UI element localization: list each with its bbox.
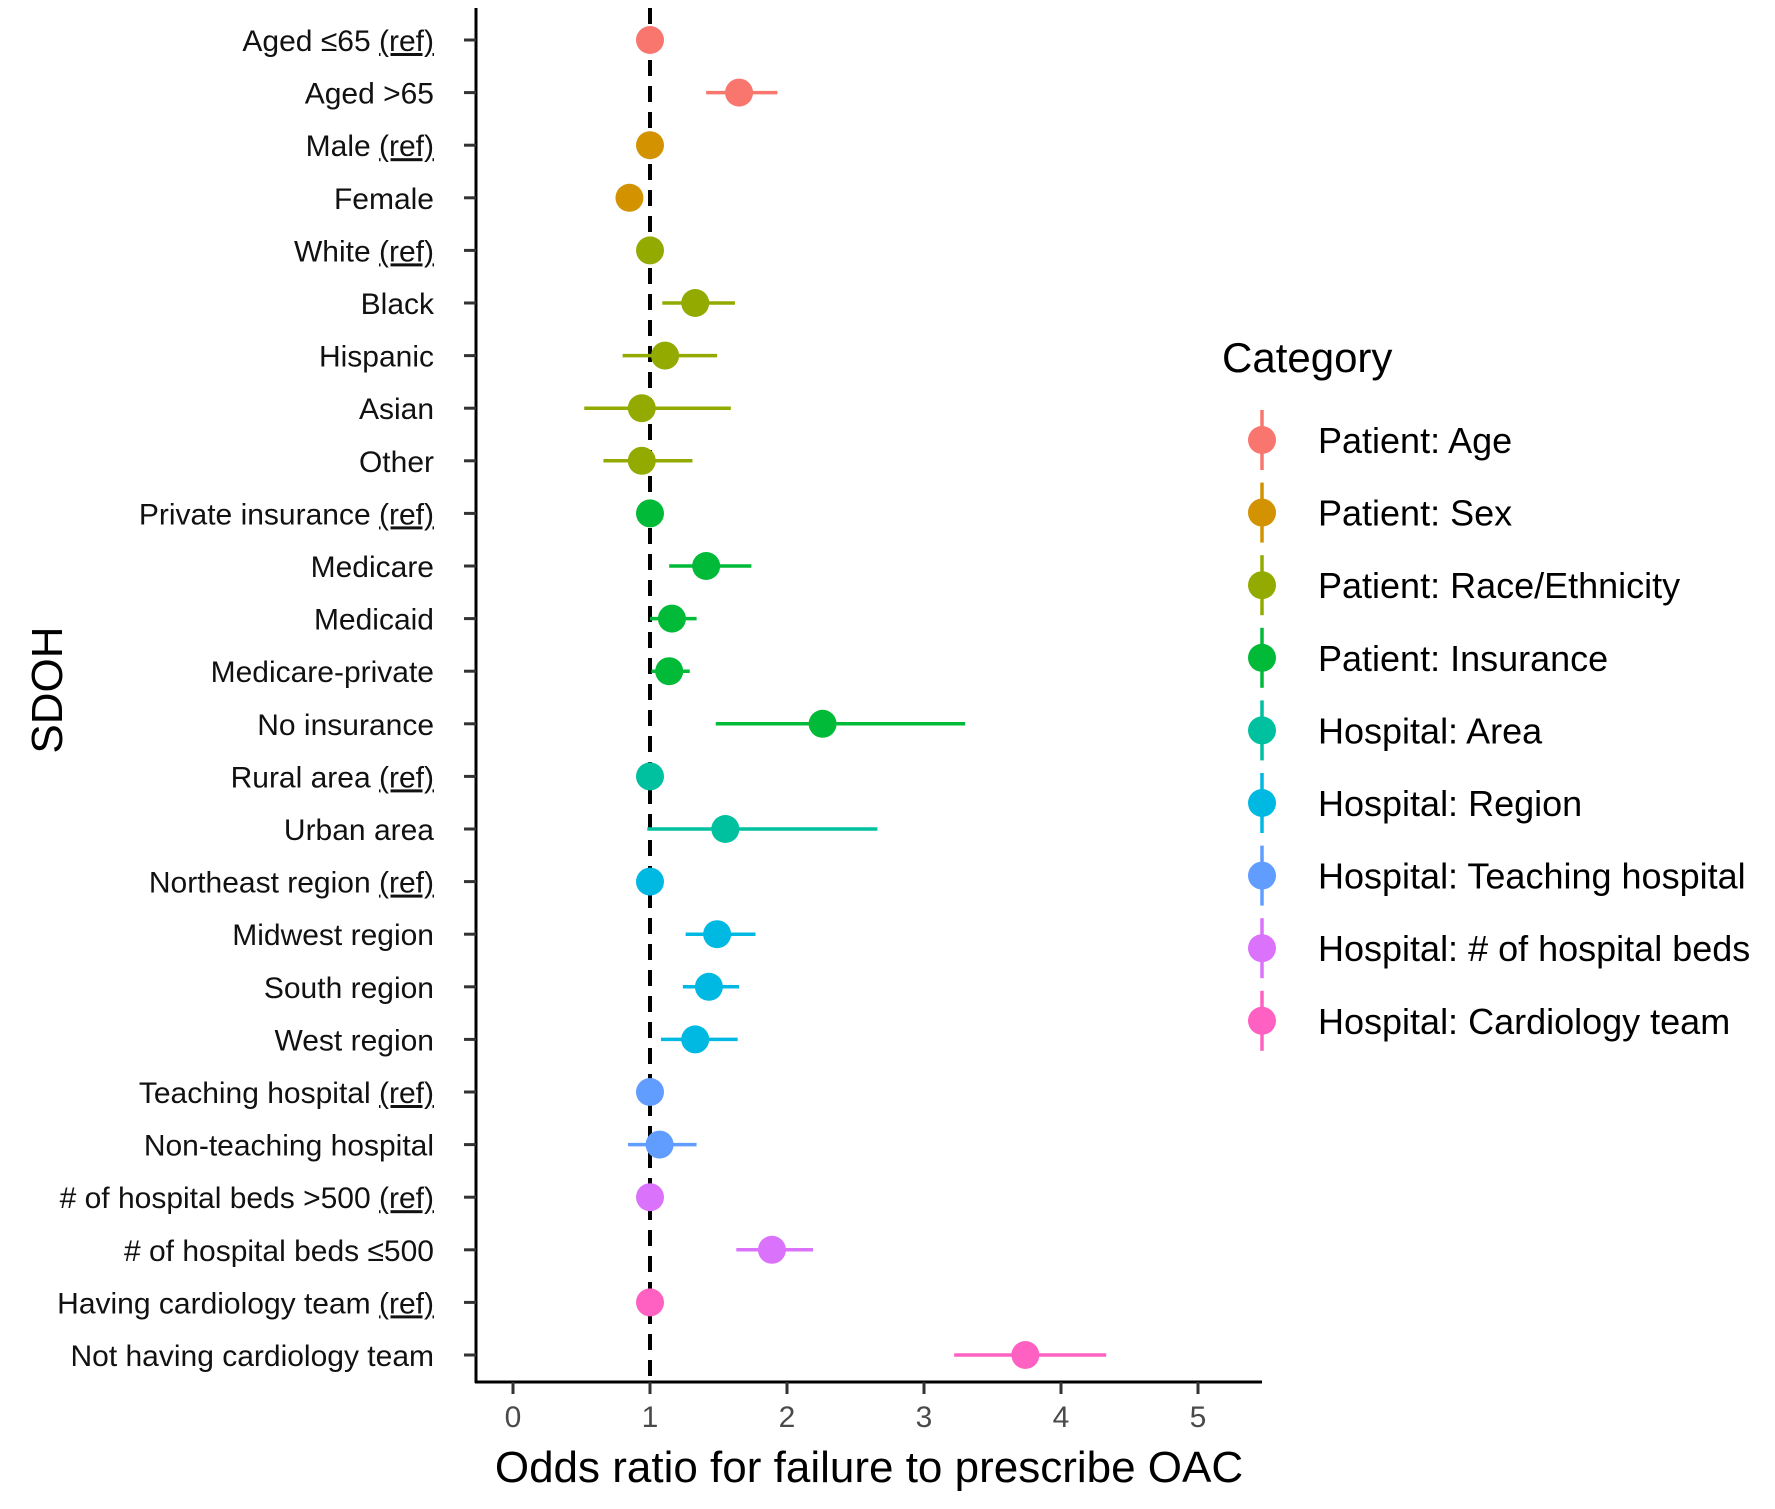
legend-key-point: [1248, 934, 1276, 963]
point-estimate: [636, 1288, 664, 1317]
legend-label: Hospital: Cardiology team: [1318, 1001, 1730, 1042]
x-tick-label: 5: [1190, 1401, 1207, 1434]
point-estimate: [725, 78, 754, 107]
row-label: Teaching hospital (ref): [139, 1077, 434, 1110]
point-estimate: [694, 972, 723, 1001]
point-estimate: [627, 446, 656, 475]
row-label: Medicare: [311, 551, 434, 584]
point-estimate: [615, 183, 644, 212]
row-label: Black: [361, 288, 435, 321]
point-estimate: [808, 709, 837, 738]
ref-marker: (ref): [379, 25, 434, 58]
y-axis-title: SDOH: [23, 626, 72, 753]
point-estimate: [645, 1130, 674, 1159]
ref-marker: (ref): [379, 867, 434, 900]
x-tick-label: 1: [642, 1401, 659, 1434]
point-estimate: [636, 762, 664, 791]
row-label: Non-teaching hospital: [144, 1130, 434, 1163]
ref-marker: (ref): [379, 235, 434, 268]
legend-label: Hospital: Region: [1318, 783, 1582, 824]
row-label: West region: [274, 1024, 434, 1057]
legend-key-point: [1248, 426, 1276, 454]
row-label: Rural area (ref): [231, 761, 434, 794]
row-label: # of hospital beds ≤500: [124, 1235, 434, 1268]
point-estimate: [636, 499, 664, 528]
point-estimate: [711, 815, 740, 843]
legend-key-point: [1248, 716, 1276, 745]
point-estimate: [636, 131, 664, 160]
ref-marker: (ref): [379, 130, 434, 163]
ref-marker: (ref): [379, 498, 434, 531]
x-tick-label: 3: [916, 1401, 933, 1434]
point-estimate: [636, 1183, 664, 1212]
legend-key-point: [1248, 861, 1276, 890]
row-label: Hispanic: [319, 341, 434, 374]
legend-key-point: [1248, 643, 1276, 672]
ref-marker: (ref): [379, 1077, 434, 1110]
x-tick-label: 0: [505, 1401, 522, 1434]
legend-label: Patient: Sex: [1318, 493, 1512, 534]
point-estimate: [692, 552, 721, 580]
ref-marker: (ref): [379, 761, 434, 794]
point-estimate: [757, 1235, 786, 1264]
row-label: Medicare-private: [211, 656, 434, 689]
point-estimate: [636, 26, 664, 54]
row-label: Male (ref): [306, 130, 434, 163]
point-estimate: [627, 394, 656, 423]
point-estimate: [636, 1078, 664, 1106]
point-estimate: [1011, 1341, 1040, 1369]
legend-label: Hospital: Teaching hospital: [1318, 856, 1746, 897]
legend-label: Patient: Insurance: [1318, 638, 1608, 679]
legend-key-point: [1248, 789, 1276, 817]
legend-label: Hospital: Area: [1318, 710, 1543, 751]
row-label: Female: [334, 183, 434, 216]
point-estimate: [681, 289, 710, 317]
point-estimate: [636, 236, 664, 265]
row-label: Having cardiology team (ref): [57, 1287, 434, 1320]
legend-key-point: [1248, 1006, 1276, 1035]
row-label: South region: [264, 972, 434, 1005]
row-label: Urban area: [284, 814, 434, 847]
row-label: Medicaid: [314, 604, 434, 637]
x-axis-title: Odds ratio for failure to prescribe OAC: [495, 1443, 1243, 1492]
x-tick-label: 2: [779, 1401, 796, 1434]
row-label: No insurance: [257, 709, 434, 742]
legend-label: Patient: Age: [1318, 420, 1512, 461]
point-estimate: [681, 1025, 710, 1054]
legend-label: Patient: Race/Ethnicity: [1318, 565, 1680, 606]
point-estimate: [636, 867, 664, 896]
row-label: Aged ≤65 (ref): [242, 25, 434, 58]
legend-label: Hospital: # of hospital beds: [1318, 928, 1750, 969]
legend-key-point: [1248, 571, 1276, 600]
point-estimate: [655, 657, 684, 686]
point-estimate: [651, 341, 680, 370]
row-label: Aged >65: [305, 78, 434, 111]
ref-marker: (ref): [379, 1182, 434, 1215]
row-label: Other: [359, 446, 434, 479]
row-label: # of hospital beds >500 (ref): [60, 1182, 434, 1215]
ref-marker: (ref): [379, 1287, 434, 1320]
row-label: Northeast region (ref): [149, 867, 434, 900]
legend-key-point: [1248, 498, 1276, 527]
x-tick-label: 4: [1053, 1401, 1070, 1434]
legend-title: Category: [1222, 334, 1392, 381]
point-estimate: [703, 920, 732, 949]
row-label: Asian: [359, 393, 434, 426]
row-label: White (ref): [294, 235, 434, 268]
row-label: Midwest region: [232, 919, 434, 952]
row-label: Not having cardiology team: [70, 1340, 434, 1373]
point-estimate: [657, 604, 686, 633]
row-label: Private insurance (ref): [139, 498, 434, 531]
